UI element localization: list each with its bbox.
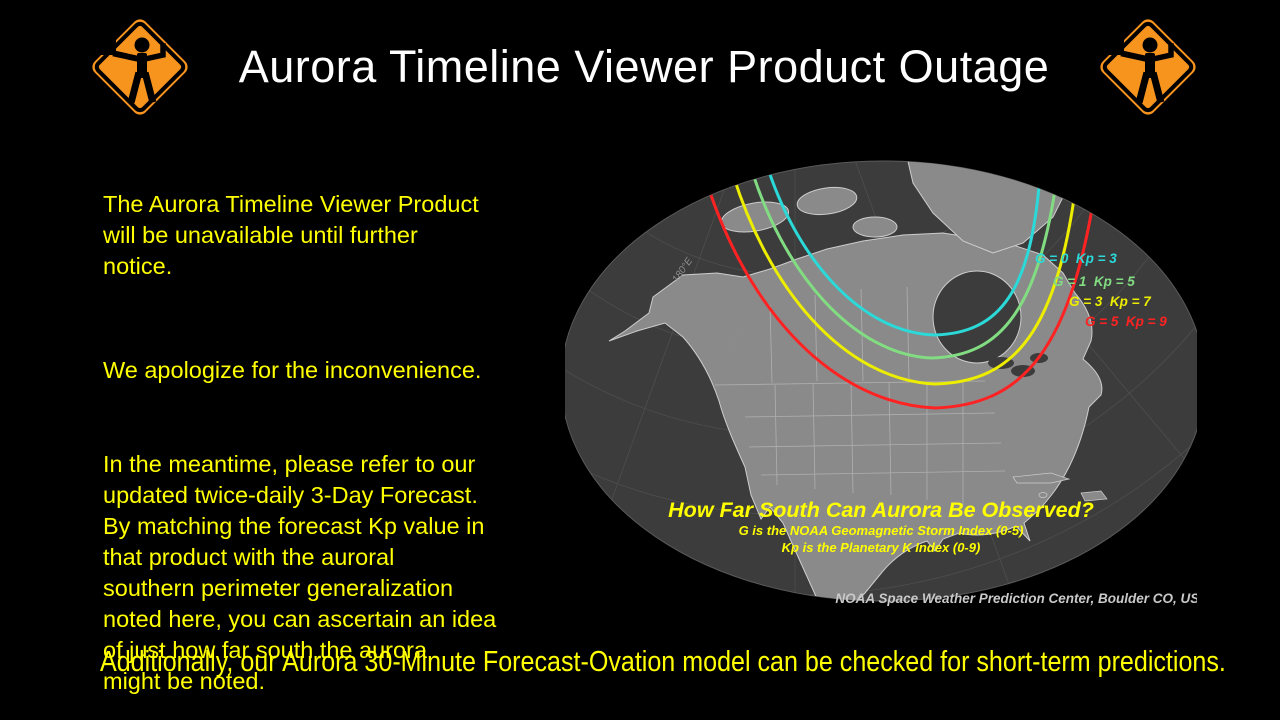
announcement-text: The Aurora Timeline Viewer Product will … — [103, 158, 548, 720]
cuba — [1012, 472, 1071, 484]
state-borders — [714, 286, 1006, 505]
map-credit: NOAA Space Weather Prediction Center, Bo… — [835, 591, 1197, 606]
aurora-line-g5-kp9 — [698, 161, 1100, 410]
footer-note: Additionally, our Aurora 30-Minute Forec… — [100, 646, 1280, 679]
map-title: How Far South Can Aurora Be Observed? — [668, 498, 1094, 522]
aurora-line-g1-kp5 — [746, 161, 1060, 360]
flagger-figure — [1109, 37, 1174, 104]
paragraph-guidance: In the meantime, please refer to our upd… — [103, 451, 497, 694]
paragraph-outage: The Aurora Timeline Viewer Product will … — [103, 191, 479, 279]
paragraph-apology: We apologize for the inconvenience. — [103, 357, 482, 383]
page-title: Aurora Timeline Viewer Product Outage — [238, 41, 1050, 92]
arc-label-g5: G = 5 Kp = 9 — [1085, 314, 1167, 329]
arc-label-g0: G = 0 Kp = 3 — [1035, 251, 1117, 266]
flagger-figure — [101, 37, 166, 104]
aurora-map: 180°E 150°W G = 0 Kp = 3 G = 1 Kp = 5 G … — [560, 155, 1209, 612]
flagger-sign-icon — [92, 19, 188, 115]
map-subtitle-kp: Kp is the Planetary K Index (0-9) — [782, 540, 981, 555]
hudson-bay — [932, 270, 1022, 364]
map-subtitle-g: G is the NOAA Geomagnetic Storm Index (0… — [739, 523, 1024, 538]
arc-label-g3: G = 3 Kp = 7 — [1069, 294, 1152, 309]
header: Aurora Timeline Viewer Product Outage — [88, 14, 1200, 120]
footer-note-text: Additionally, our Aurora 30-Minute Forec… — [100, 646, 1226, 678]
aurora-line-g0-kp3 — [762, 161, 1042, 337]
flagger-sign-icon — [1100, 19, 1196, 115]
aurora-line-g3-kp7 — [726, 161, 1080, 386]
arc-label-g1: G = 1 Kp = 5 — [1053, 274, 1135, 289]
